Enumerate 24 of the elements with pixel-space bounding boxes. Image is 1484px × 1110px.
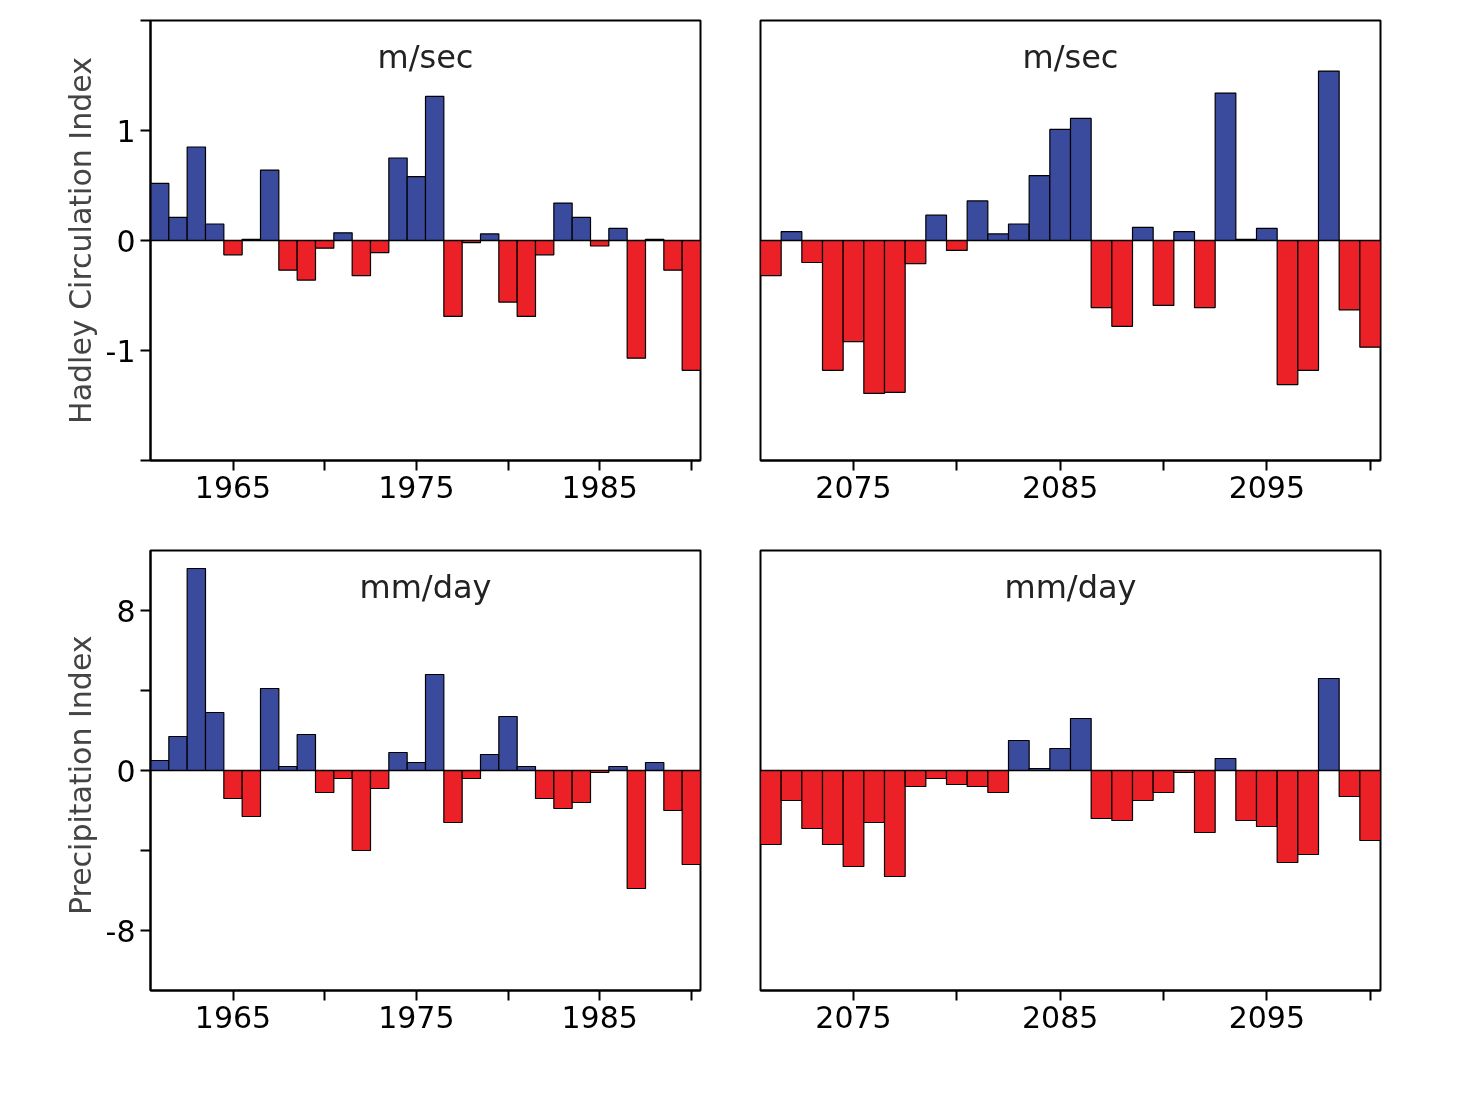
y-tick-label: 8 [116, 593, 136, 629]
x-tick-label: 2075 [815, 999, 892, 1035]
x-tick-label: 2075 [815, 469, 892, 505]
y-tick-label: -8 [105, 913, 136, 949]
y-tick-label: 0 [116, 223, 136, 259]
text: m/sec [377, 37, 474, 76]
x-tick-label: 1975 [378, 469, 455, 505]
y-tick-label: 0 [116, 753, 136, 789]
y-tick-label: 1 [116, 113, 136, 149]
y-axis-title: Precipitation Index [62, 635, 98, 916]
y-tick-label: -1 [105, 333, 136, 369]
y-axis-title: Hadley Circulation Index [62, 57, 98, 424]
x-tick-label: 2095 [1228, 999, 1306, 1035]
text: mm/day [359, 567, 492, 606]
x-tick-label: 1985 [561, 999, 638, 1035]
x-tick-label: 1965 [194, 999, 272, 1035]
text: m/sec [1022, 37, 1119, 76]
x-tick-label: 1975 [378, 999, 455, 1035]
x-tick-label: 2095 [1228, 469, 1306, 505]
text: mm/day [1004, 567, 1137, 606]
x-tick-label: 1985 [561, 469, 638, 505]
x-tick-label: 2085 [1021, 999, 1099, 1035]
x-tick-label: 1965 [194, 469, 272, 505]
x-tick-label: 2085 [1021, 469, 1099, 505]
